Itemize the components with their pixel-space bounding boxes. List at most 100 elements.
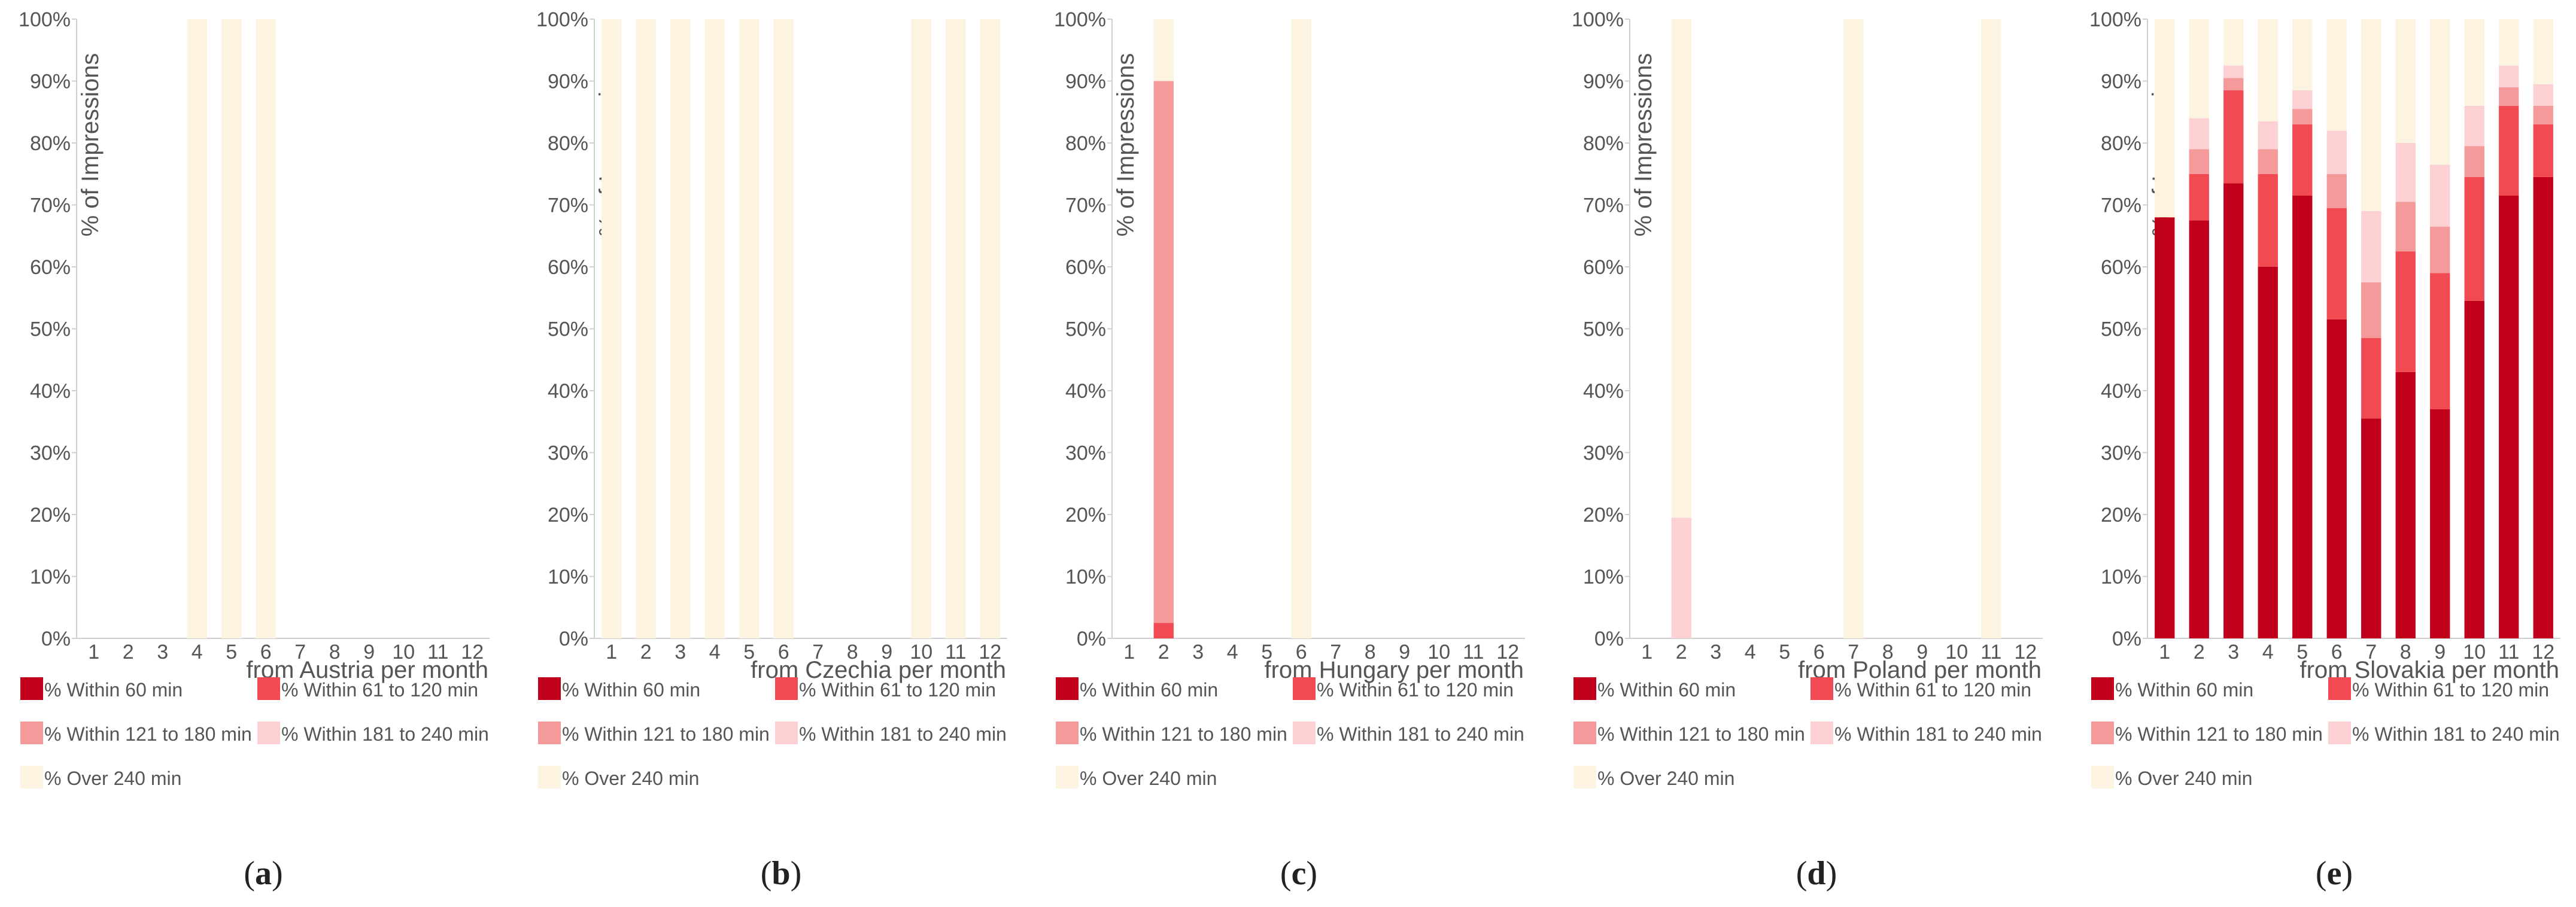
y-tick-label: 10%: [30, 566, 71, 589]
bar-segment-over-240-month-11: [1981, 19, 2001, 638]
bar-segment-within-61-120-month-5: [2292, 124, 2313, 196]
bar-segment-over-240-month-4: [187, 19, 207, 638]
x-tick-label: 4: [2262, 641, 2274, 663]
legend-item-over-240: % Over 240 min: [20, 766, 181, 789]
legend-swatch: [257, 677, 280, 700]
bar-segment-over-240-month-3: [2223, 19, 2244, 66]
legend-swatch: [538, 722, 561, 744]
bar-segment-within-181-240-month-7: [2361, 211, 2381, 282]
bar-segment-within-181-240-month-6: [2326, 130, 2347, 174]
bar-segment-within-121-180-month-3: [2223, 78, 2244, 91]
x-tick-label: 1: [88, 641, 99, 663]
x-tick-label: 10: [1427, 641, 1450, 663]
bar-segment-within-121-180-month-2: [1153, 81, 1174, 623]
legend-item-within-60: % Within 60 min: [20, 677, 183, 701]
bar-segment-over-240-month-3: [670, 19, 691, 638]
chart-panel-c: 0% 10% 20% 30% 40% 50% 60% 70% 80% 90% 100% % of Im…: [1054, 8, 1525, 892]
y-tick-label: 70%: [1583, 194, 1624, 217]
y-tick-label: 10%: [1583, 566, 1624, 589]
y-tick-label: 50%: [1065, 318, 1106, 341]
y-tick-label: 20%: [30, 504, 71, 526]
bar-segment-within-121-180-month-7: [2361, 282, 2381, 339]
bar-segment-within-181-240-month-2: [2189, 118, 2209, 150]
legend-item-within-60: % Within 60 min: [538, 677, 700, 701]
x-tick-label: 8: [329, 641, 341, 663]
legend-label: % Over 240 min: [562, 768, 699, 789]
x-tick-label: 12: [1496, 641, 1519, 663]
bar-segment-within-60-month-10: [2464, 300, 2484, 638]
y-tick-label: 10%: [2101, 566, 2141, 589]
bar-segment-over-240-month-12: [980, 19, 1000, 638]
x-tick-label: 4: [1227, 641, 1238, 663]
bar-segment-over-240-month-10: [911, 19, 931, 638]
legend-item-within-61-120: % Within 61 to 120 min: [1811, 677, 2031, 701]
y-tick-label: 0%: [1594, 628, 1624, 650]
bar-segment-over-240-month-11: [946, 19, 966, 638]
bar-segment-within-60-month-7: [2361, 418, 2381, 638]
bar-segment-over-240-month-8: [2395, 19, 2416, 143]
y-tick-label: 20%: [1065, 504, 1106, 526]
y-tick-label: 30%: [1065, 442, 1106, 465]
bar-segment-within-181-240-month-4: [2258, 121, 2278, 150]
panel-caption: (a): [244, 855, 282, 892]
legend-item-within-181-240: % Within 181 to 240 min: [1811, 722, 2042, 745]
y-tick-label: 30%: [548, 442, 588, 465]
legend-label: % Within 181 to 240 min: [1317, 723, 1524, 745]
legend-label: % Within 61 to 120 min: [2352, 679, 2549, 701]
x-tick-label: 11: [945, 641, 966, 663]
x-tick-label: 3: [157, 641, 168, 663]
legend-swatch: [1293, 677, 1316, 700]
y-tick-label: 80%: [1065, 132, 1106, 155]
legend-label: % Within 60 min: [1080, 679, 1218, 701]
y-tick-label: 40%: [548, 380, 588, 403]
y-tick-label: 30%: [30, 442, 71, 465]
bar-segment-within-60-month-12: [2533, 176, 2553, 638]
x-tick-label: 8: [1882, 641, 1894, 663]
bar-segment-within-60-month-5: [2292, 195, 2313, 639]
legend-swatch: [2328, 677, 2351, 700]
bar-segment-over-240-month-5: [221, 19, 242, 638]
bar-segment-within-181-240-month-2: [1671, 518, 1691, 638]
bar-segment-within-60-month-6: [2326, 319, 2347, 638]
legend-swatch: [538, 766, 561, 789]
y-tick-label: 90%: [1065, 71, 1106, 93]
y-tick-label: 30%: [1583, 442, 1624, 465]
legend-item-within-121-180: % Within 121 to 180 min: [20, 722, 252, 745]
x-tick-label: 10: [2463, 641, 2486, 663]
y-tick-label: 60%: [548, 256, 588, 279]
y-tick-label: 40%: [30, 380, 71, 403]
bar-segment-within-121-180-month-5: [2292, 109, 2313, 124]
x-tick-label: 4: [709, 641, 721, 663]
x-tick-label: 9: [1916, 641, 1928, 663]
y-tick-label: 90%: [2101, 71, 2141, 93]
legend-label: % Within 121 to 180 min: [1597, 723, 1805, 745]
bar-segment-over-240-month-7: [2361, 19, 2381, 211]
y-tick-label: 90%: [1583, 71, 1624, 93]
x-tick-label: 1: [606, 641, 617, 663]
bar-segment-over-240-month-11: [2499, 19, 2519, 66]
y-tick-label: 60%: [1065, 256, 1106, 279]
bar-segment-within-61-120-month-12: [2533, 124, 2553, 177]
legend-swatch: [1811, 677, 1833, 700]
x-tick-label: 8: [1365, 641, 1376, 663]
legend-swatch: [2328, 722, 2351, 744]
legend-item-over-240: % Over 240 min: [538, 766, 699, 789]
x-tick-label: 1: [1641, 641, 1652, 663]
x-tick-label: 11: [1463, 641, 1484, 663]
bar-segment-within-181-240-month-10: [2464, 105, 2484, 147]
legend-label: % Over 240 min: [44, 768, 181, 789]
x-tick-label: 10: [910, 641, 932, 663]
bar-segment-within-60-month-9: [2430, 409, 2450, 638]
y-tick-label: 20%: [548, 504, 588, 526]
y-tick-label: 60%: [30, 256, 71, 279]
x-tick-label: 9: [2434, 641, 2446, 663]
x-tick-label: 5: [1779, 641, 1790, 663]
x-tick-label: 8: [2400, 641, 2411, 663]
bar-segment-over-240-month-6: [773, 19, 794, 638]
legend-swatch: [20, 722, 43, 744]
y-axis-label: % of Impressions: [77, 53, 104, 237]
bar-segment-over-240-month-9: [2430, 19, 2450, 165]
legend-item-within-121-180: % Within 121 to 180 min: [1056, 722, 1287, 745]
legend-swatch: [775, 677, 798, 700]
bar-segment-over-240-month-10: [2464, 19, 2484, 106]
